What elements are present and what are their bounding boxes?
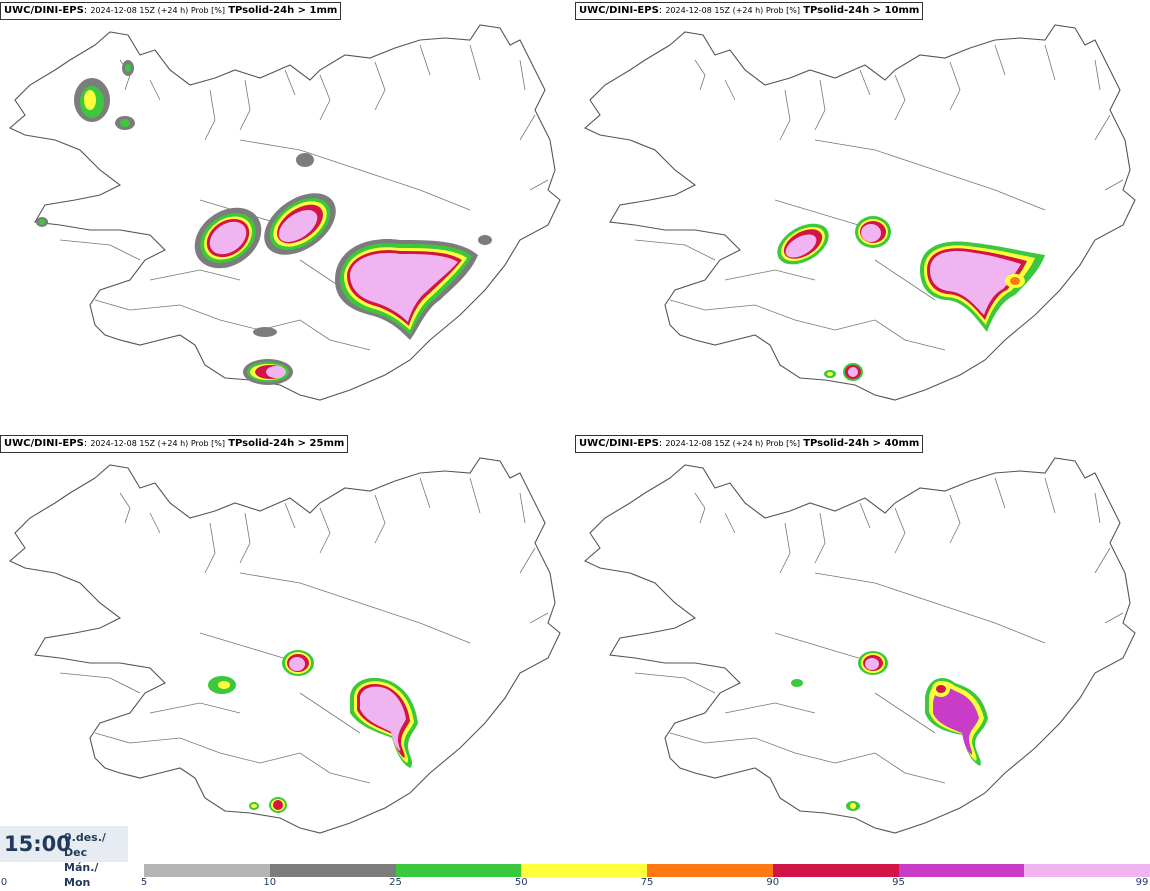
probability-colorbar — [144, 864, 1150, 877]
probability-field — [36, 60, 492, 385]
panel-title: UWC/DINI-EPS: 2024-12-08 15Z (+24 h) Pro… — [575, 435, 924, 453]
probability-field — [791, 651, 988, 811]
panel-title: UWC/DINI-EPS: 2024-12-08 15Z (+24 h) Pro… — [0, 435, 349, 453]
probability-field — [208, 650, 418, 813]
map-panel-1mm: UWC/DINI-EPS: 2024-12-08 15Z (+24 h) Pro… — [0, 0, 575, 430]
probability-field — [777, 216, 1045, 381]
valid-time: 15:00 — [4, 832, 71, 856]
map-panel-10mm: UWC/DINI-EPS: 2024-12-08 15Z (+24 h) Pro… — [575, 0, 1150, 430]
valid-time-box: 15:00 9.des./ Dec Mán./ Mon — [0, 826, 128, 889]
colorbar-tick-label: 10 — [263, 877, 277, 888]
iceland-map — [584, 24, 1136, 401]
colorbar-tick-label: 25 — [389, 877, 402, 888]
panel-title: UWC/DINI-EPS: 2024-12-08 15Z (+24 h) Pro… — [575, 2, 924, 20]
map-panel-25mm: UWC/DINI-EPS: 2024-12-08 15Z (+24 h) Pro… — [0, 433, 575, 863]
valid-date: 9.des./ Dec Mán./ Mon — [64, 831, 106, 889]
colorbar-tick-label: 75 — [640, 877, 654, 888]
colorbar-tick-label: 99 — [1135, 877, 1149, 888]
colorbar-segment — [1024, 864, 1150, 877]
colorbar-segment — [898, 864, 1025, 877]
iceland-map — [9, 457, 561, 834]
colorbar-segment — [647, 864, 773, 877]
iceland-map — [9, 24, 561, 401]
colorbar-segment — [395, 864, 522, 877]
colorbar-segment — [772, 864, 899, 877]
colorbar-ticks: 0 5 10 25 50 75 90 95 99 — [0, 877, 1150, 891]
colorbar-segment — [269, 864, 396, 877]
colorbar-tick-label: 50 — [514, 877, 528, 888]
panel-title: UWC/DINI-EPS: 2024-12-08 15Z (+24 h) Pro… — [0, 2, 342, 20]
iceland-map — [584, 457, 1136, 834]
colorbar-segment — [521, 864, 647, 877]
colorbar-tick-label: 0 — [0, 877, 8, 888]
colorbar-segment — [144, 864, 270, 877]
colorbar-tick-label: 90 — [766, 877, 780, 888]
colorbar-tick-label: 5 — [140, 877, 148, 888]
colorbar-tick-label: 95 — [892, 877, 905, 888]
map-panel-40mm: UWC/DINI-EPS: 2024-12-08 15Z (+24 h) Pro… — [575, 433, 1150, 863]
